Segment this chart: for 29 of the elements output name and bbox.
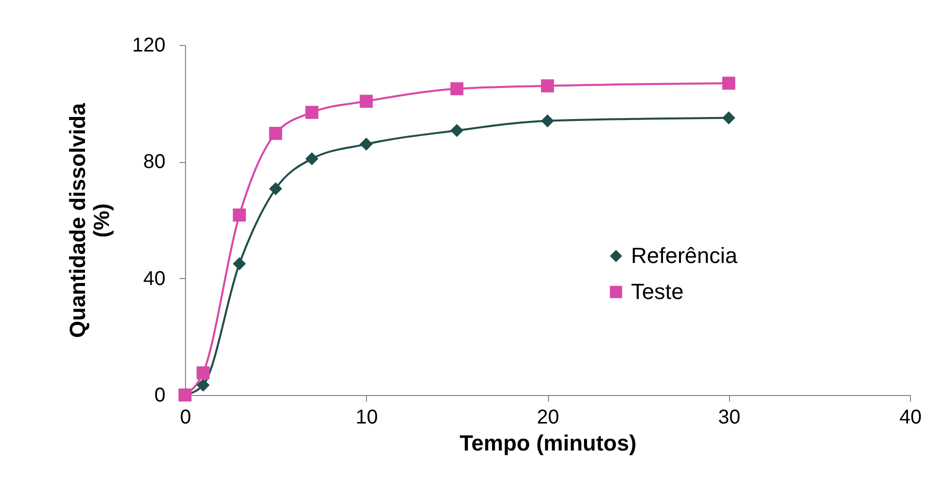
point [360, 94, 373, 108]
y-tick-label: 40 [143, 268, 166, 290]
point [269, 182, 282, 196]
point [232, 208, 246, 222]
y-tick-label: 120 [132, 34, 166, 56]
y-axis-title: Quantidade dissolvida (%) [65, 102, 114, 338]
x-tick-label: 0 [180, 406, 192, 428]
x-tick-label: 20 [536, 406, 560, 428]
point [722, 111, 736, 124]
point [196, 366, 210, 380]
point [269, 126, 282, 140]
point [360, 138, 373, 151]
y-tick-label: 80 [143, 151, 166, 174]
point [540, 114, 554, 128]
legend-label: Referência [631, 243, 738, 268]
x-tick-label: 30 [718, 406, 740, 428]
point [232, 257, 246, 270]
y-tick-label: 0 [154, 384, 166, 406]
point [450, 124, 464, 137]
point [305, 152, 318, 166]
point [305, 106, 318, 119]
x-axis-title: Tempo (minutos) [460, 430, 636, 456]
point [722, 76, 736, 90]
legend-label: Teste [631, 279, 684, 304]
x-tick-label: 10 [356, 406, 378, 428]
point [540, 79, 554, 92]
x-tick-label: 40 [899, 406, 922, 428]
point [450, 82, 464, 96]
point [196, 378, 210, 392]
